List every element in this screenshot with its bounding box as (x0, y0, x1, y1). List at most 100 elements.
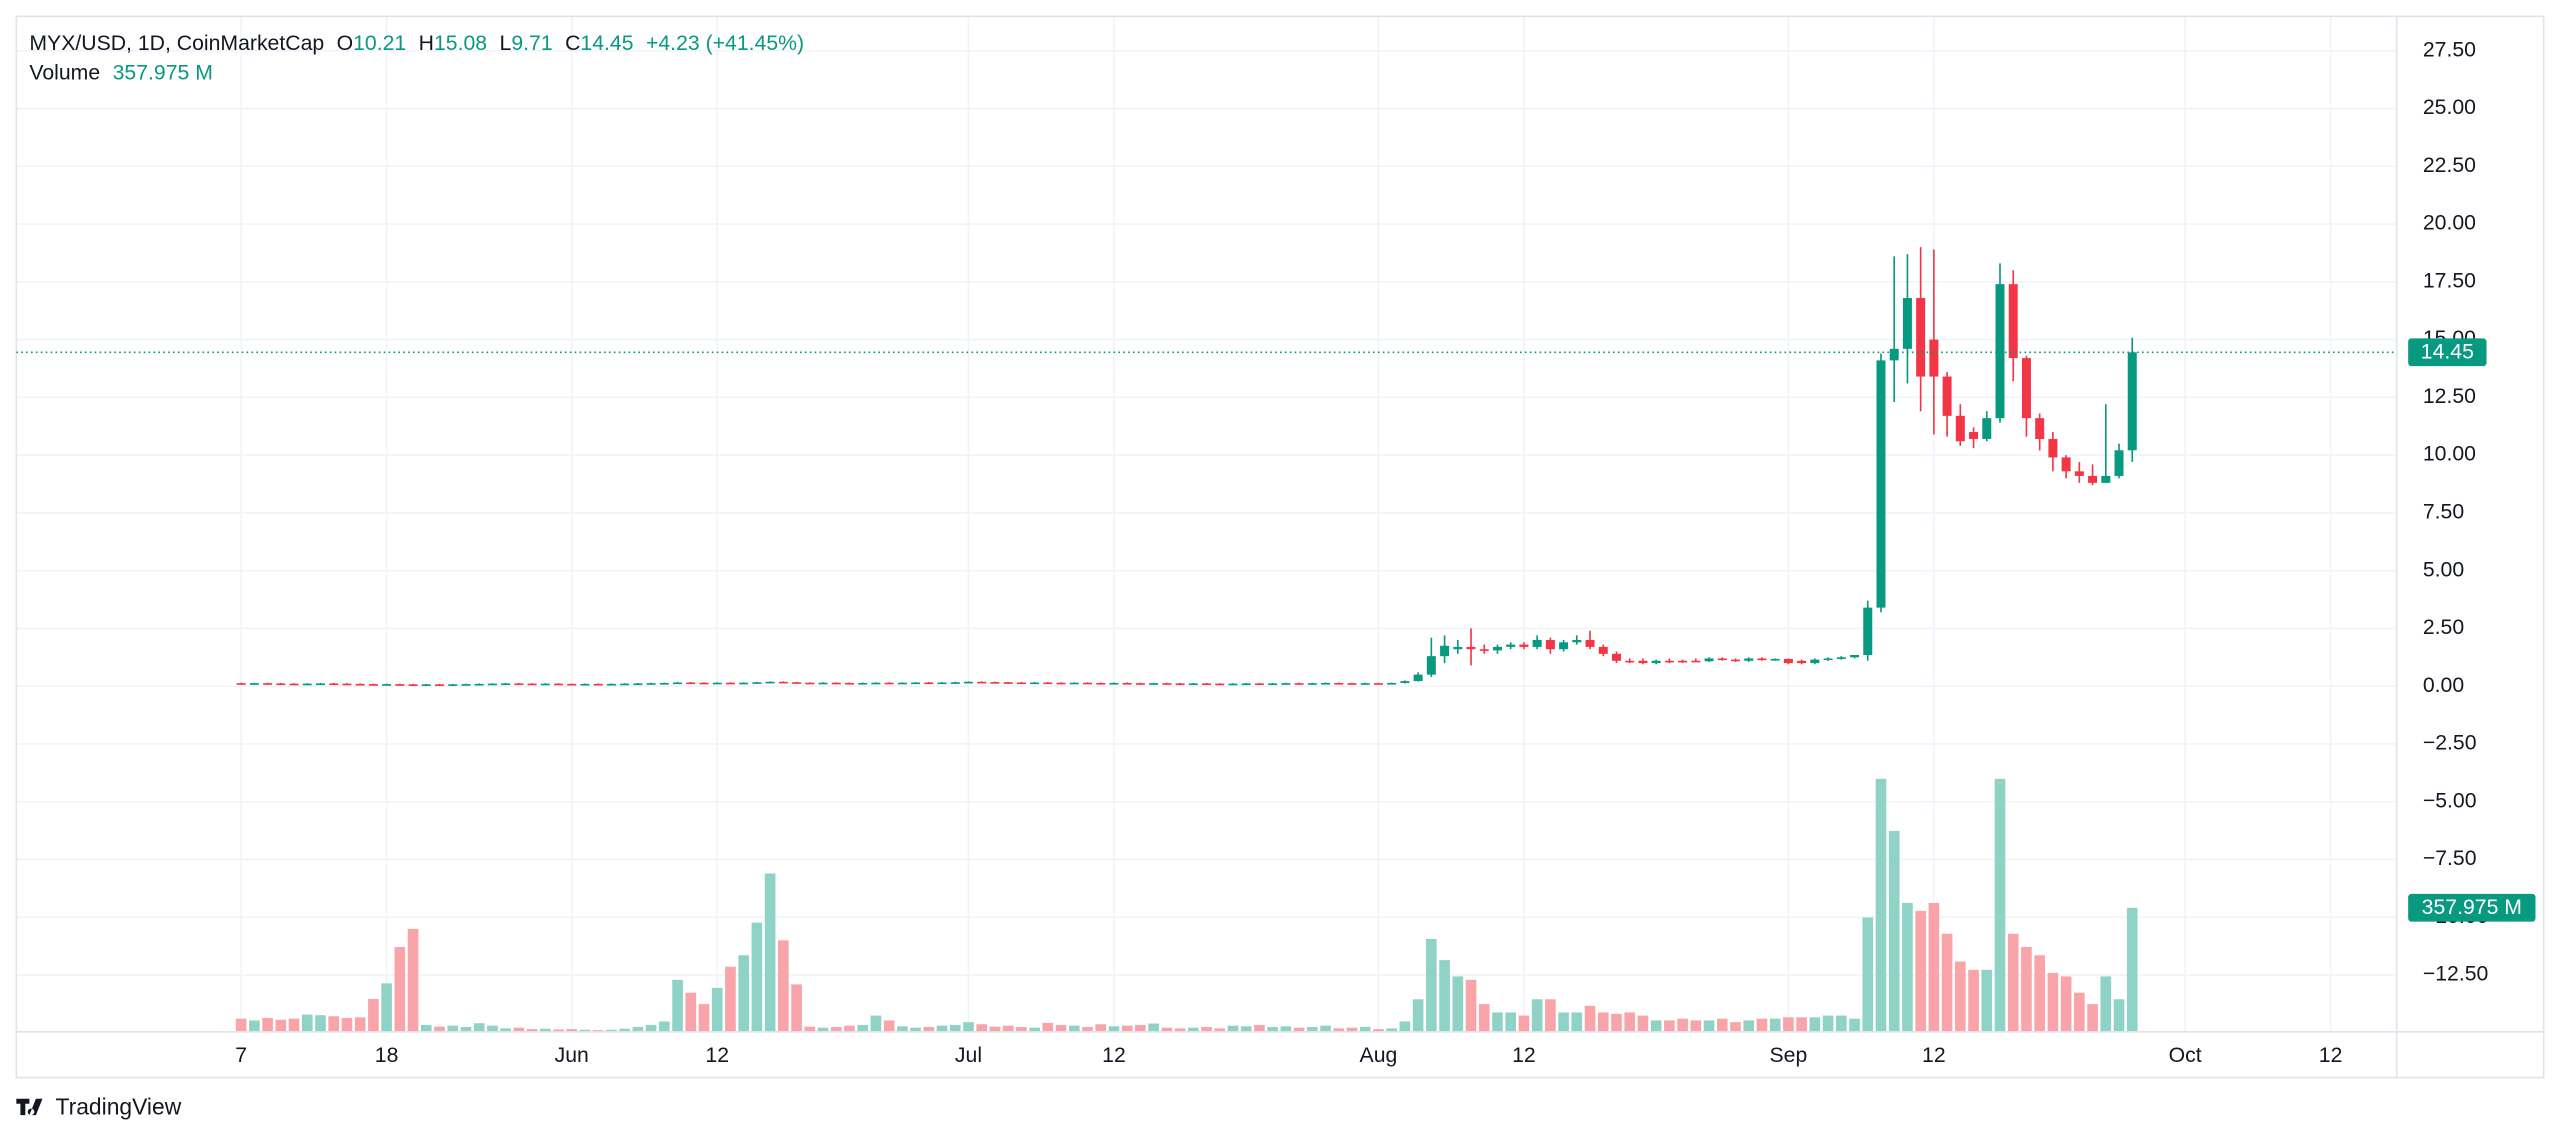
volume-bar (830, 1027, 842, 1032)
volume-bar (368, 998, 379, 1032)
volume-bar (1055, 1024, 1067, 1032)
candle-body (1585, 639, 1595, 647)
volume-bar (1955, 961, 1966, 1032)
volume-bar (2047, 972, 2059, 1032)
volume-bar (632, 1027, 644, 1032)
candle-body (1096, 682, 1106, 685)
candle-body (289, 683, 299, 686)
candle-body (1889, 348, 1899, 361)
candle-body (421, 684, 431, 686)
candle-body (646, 683, 656, 685)
candle-body (1955, 415, 1965, 442)
candle-body (937, 682, 947, 685)
chart-frame (15, 15, 2545, 1079)
volume-bar (434, 1026, 445, 1032)
candle-body (1823, 658, 1833, 661)
volume-bar (1399, 1021, 1411, 1032)
volume-bar (1888, 830, 1900, 1032)
volume-bar (592, 1030, 604, 1032)
candle-body (1969, 432, 1979, 439)
volume-bar (1716, 1018, 1728, 1032)
x-tick-label: Jun (555, 1044, 589, 1067)
change: +4.23 (+41.45%) (646, 32, 804, 55)
volume-bar (1915, 910, 1926, 1032)
volume-bar (1492, 1012, 1503, 1032)
candle-body (501, 683, 511, 686)
candle-body (1268, 683, 1278, 686)
volume-bar (1809, 1017, 1821, 1032)
candle-body (1109, 682, 1119, 685)
candle-body (593, 683, 603, 686)
candle-body (778, 681, 788, 684)
volume-bar (1862, 917, 1874, 1032)
volume-bar (1664, 1020, 1675, 1032)
volume-bar (1875, 778, 1887, 1032)
candle-body (1651, 660, 1661, 664)
volume-bar (1690, 1020, 1702, 1032)
volume-bar (698, 1004, 710, 1032)
candle-body (1982, 418, 1992, 439)
candle-body (2048, 438, 2058, 458)
brand-logo[interactable]: TradingView (16, 1094, 182, 1120)
volume-bar (1743, 1020, 1755, 1032)
candle-body (1664, 660, 1674, 663)
legend-line: MYX/USD, 1D, CoinMarketCap O10.21 H15.08… (29, 32, 804, 55)
candle-body (1638, 660, 1648, 664)
candle-body (2127, 352, 2137, 451)
candle-body (1440, 645, 1450, 657)
candle-body (1387, 682, 1397, 685)
y-tick-label: 10.00 (2423, 443, 2476, 466)
symbol: MYX/USD, 1D, CoinMarketCap (29, 32, 324, 55)
low-label: L (500, 32, 512, 55)
candle-body (1770, 658, 1780, 661)
y-tick-label: 5.00 (2423, 558, 2464, 581)
candle-body (1294, 683, 1304, 685)
candle-body (315, 683, 325, 686)
volume-bar (420, 1024, 432, 1032)
volume-bar (235, 1018, 247, 1032)
candle-body (1757, 658, 1767, 661)
volume-bar (2100, 976, 2112, 1032)
y-tick-label: 20.00 (2423, 212, 2476, 235)
volume-bar (963, 1022, 974, 1032)
candle-body (1506, 644, 1516, 647)
volume-bar (1095, 1024, 1107, 1032)
candle-body (1122, 682, 1132, 685)
x-tick-label: 12 (1102, 1044, 1126, 1067)
volume-bar (751, 922, 763, 1032)
volume-bar (1756, 1018, 1768, 1032)
candle-body (1135, 683, 1145, 685)
brand: TradingView (56, 1094, 182, 1120)
volume-bar (844, 1025, 855, 1032)
candle-body (461, 684, 471, 686)
candle-body (950, 682, 960, 684)
volume-bar (1161, 1027, 1173, 1032)
volume-bar (500, 1028, 511, 1032)
volume-bar (447, 1025, 459, 1032)
candle-body (752, 682, 762, 684)
volume-bar (1267, 1027, 1278, 1032)
open-value: 10.21 (353, 32, 406, 55)
candle-body (263, 683, 273, 685)
volume-bar (1214, 1028, 1226, 1032)
candle-body (1030, 682, 1040, 685)
candle-body (963, 681, 973, 684)
y-tick-label: 25.00 (2423, 96, 2476, 119)
low-value: 9.71 (511, 32, 552, 55)
close-value: 14.45 (580, 32, 633, 55)
y-tick-label: 12.50 (2423, 385, 2476, 408)
volume-bar (711, 987, 723, 1032)
volume-bar (1254, 1024, 1265, 1032)
candle-body (567, 683, 577, 686)
candle-body (633, 683, 643, 686)
candle-body (765, 681, 775, 684)
volume-bar (301, 1014, 313, 1032)
candle-body (1188, 683, 1198, 686)
x-tick-label: Jul (955, 1044, 982, 1067)
candle-body (1162, 683, 1172, 685)
candle-body (1717, 658, 1727, 661)
y-tick-label: 7.50 (2423, 501, 2464, 524)
candle-body (2061, 457, 2071, 472)
candle-body (368, 684, 378, 686)
